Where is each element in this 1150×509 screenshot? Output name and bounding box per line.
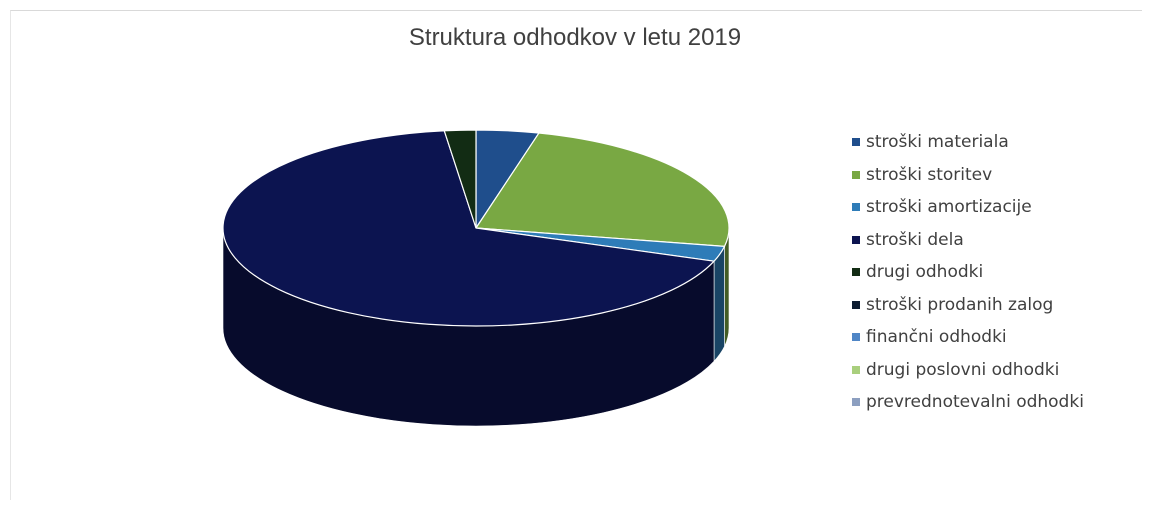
legend-label: drugi poslovni odhodki [866, 359, 1060, 380]
legend-item: drugi odhodki [852, 256, 1084, 289]
legend-swatch [852, 138, 860, 147]
pie-slice-3 [222, 130, 715, 327]
legend-swatch [852, 398, 860, 407]
legend-item: finančni odhodki [852, 321, 1084, 354]
legend-label: stroški prodanih zalog [866, 294, 1054, 315]
legend-swatch [852, 268, 860, 277]
legend-swatch [852, 170, 860, 179]
legend-item: stroški prodanih zalog [852, 289, 1084, 322]
legend-swatch [852, 203, 860, 212]
legend-item: stroški dela [852, 224, 1084, 257]
legend-label: stroški dela [866, 229, 964, 250]
legend-label: stroški storitev [866, 164, 993, 185]
legend-swatch [852, 300, 860, 309]
legend-label: stroški amortizacije [866, 197, 1032, 218]
chart-title: Struktura odhodkov v letu 2019 [408, 24, 742, 51]
legend-label: stroški materiala [866, 132, 1009, 153]
legend-item: prevrednotevalni odhodki [852, 386, 1084, 419]
pie-side-2 [713, 246, 725, 362]
legend-swatch [852, 333, 860, 342]
legend-item: drugi poslovni odhodki [852, 354, 1084, 387]
legend-swatch [852, 235, 860, 244]
legend-label: prevrednotevalni odhodki [866, 392, 1084, 413]
legend-item: stroški amortizacije [852, 191, 1084, 224]
legend-label: finančni odhodki [866, 327, 1007, 348]
legend-item: stroški storitev [852, 159, 1084, 192]
pie-slice-1 [475, 132, 730, 247]
chart-legend: stroški materiala stroški storitev stroški… [852, 126, 1084, 419]
legend-swatch [852, 365, 860, 374]
legend-label: drugi odhodki [866, 262, 984, 283]
pie-slice-4 [443, 129, 477, 229]
legend-item: stroški materiala [852, 126, 1084, 159]
